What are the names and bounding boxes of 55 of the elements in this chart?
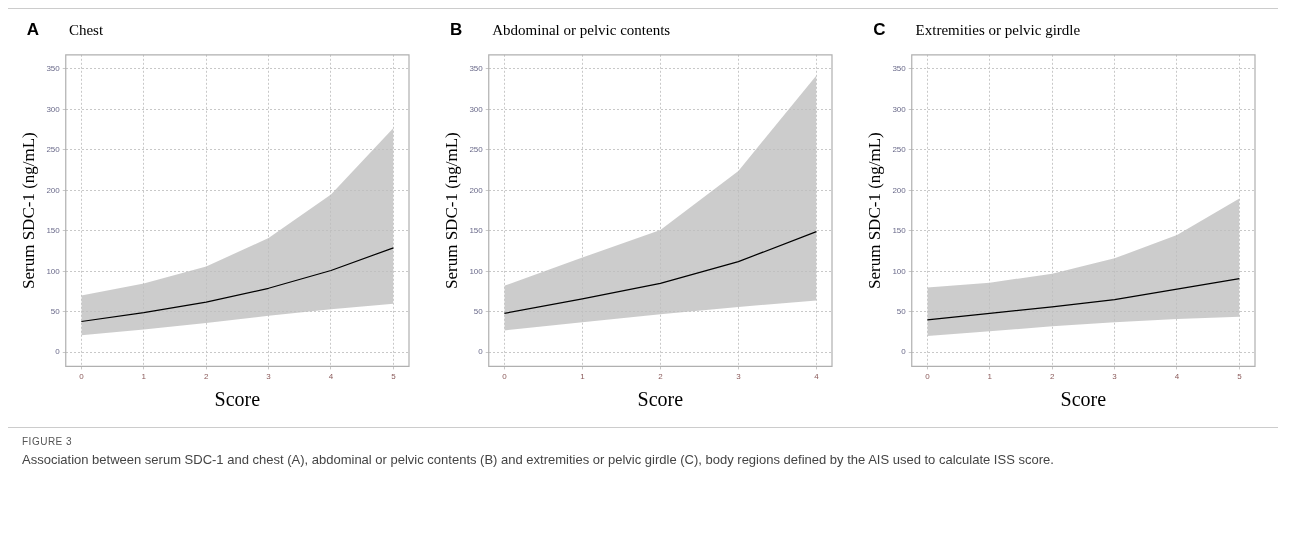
y-tick-label: 300 (46, 104, 60, 114)
text: C (873, 20, 886, 40)
y-tick-label: 250 (469, 145, 484, 155)
y-tick-label: 300 (469, 104, 484, 114)
y-tick-label: 0 (478, 347, 484, 357)
x-tick-label: 2 (203, 372, 209, 382)
y-tick-label: 0 (54, 347, 60, 357)
x-tick-label: 0 (925, 372, 931, 382)
y-tick-label: 50 (473, 306, 484, 316)
y-tick-label: 100 (469, 266, 484, 276)
y-tick-label: 0 (901, 347, 907, 357)
y-tick-label: 300 (892, 104, 907, 114)
x-tick-label: 5 (1237, 372, 1243, 382)
y-axis-title: Serum SDC-1 (ng/mL) (18, 132, 38, 289)
x-tick-label: 4 (328, 372, 334, 382)
y-axis-title: Serum SDC-1 (ng/mL) (864, 132, 884, 289)
y-axis-title: Serum SDC-1 (ng/mL) (441, 132, 461, 289)
x-tick-label: 4 (814, 372, 820, 382)
x-axis-title: Score (1060, 388, 1107, 411)
x-tick-label: 3 (266, 372, 272, 382)
x-tick-label: 0 (78, 372, 84, 382)
y-tick-label: 150 (46, 226, 60, 236)
y-tick-label: 50 (897, 306, 907, 316)
x-tick-label: 2 (1050, 372, 1056, 382)
text: A (26, 20, 39, 40)
x-tick-label: 1 (580, 372, 586, 382)
y-tick-label: 100 (892, 266, 907, 276)
x-tick-label: 2 (658, 372, 664, 382)
y-tick-label: 50 (50, 306, 60, 316)
text: FIGURE 3 (22, 436, 74, 447)
y-tick-label: 200 (46, 185, 60, 195)
y-tick-label: 350 (469, 64, 484, 74)
x-tick-label: 4 (1175, 372, 1181, 382)
y-tick-label: 350 (46, 64, 60, 74)
x-axis-title: Score (214, 388, 260, 411)
text: Association between serum SDC-1 and chest (A), abdominal or pelvic contents (B) and extremities or pelvic girdle (C), body regions defined by the AIS used to calculate ISS score. (22, 451, 1055, 469)
y-tick-label: 250 (892, 145, 907, 155)
x-tick-label: 1 (141, 372, 147, 382)
y-tick-label: 150 (469, 226, 484, 236)
y-tick-label: 350 (892, 64, 907, 74)
y-tick-label: 100 (46, 266, 60, 276)
chart-title: Extremities or pelvic girdle (915, 21, 1081, 39)
y-tick-label: 150 (892, 226, 907, 236)
x-tick-label: 3 (1112, 372, 1118, 382)
chart-title: Chest (68, 21, 104, 39)
y-tick-label: 250 (46, 145, 60, 155)
text: B (449, 20, 463, 40)
x-axis-title: Score (637, 388, 684, 411)
x-tick-label: 3 (736, 372, 742, 382)
x-tick-label: 1 (987, 372, 993, 382)
x-tick-label: 0 (502, 372, 508, 382)
y-tick-label: 200 (469, 185, 484, 195)
chart-title: Abdominal or pelvic contents (492, 21, 671, 39)
y-tick-label: 200 (892, 185, 907, 195)
x-tick-label: 5 (390, 372, 396, 382)
